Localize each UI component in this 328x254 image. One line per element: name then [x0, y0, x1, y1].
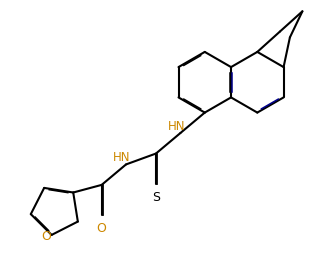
Text: HN: HN — [113, 151, 131, 164]
Text: O: O — [97, 222, 107, 235]
Text: S: S — [152, 191, 160, 204]
Text: O: O — [42, 230, 51, 243]
Text: HN: HN — [168, 120, 185, 133]
